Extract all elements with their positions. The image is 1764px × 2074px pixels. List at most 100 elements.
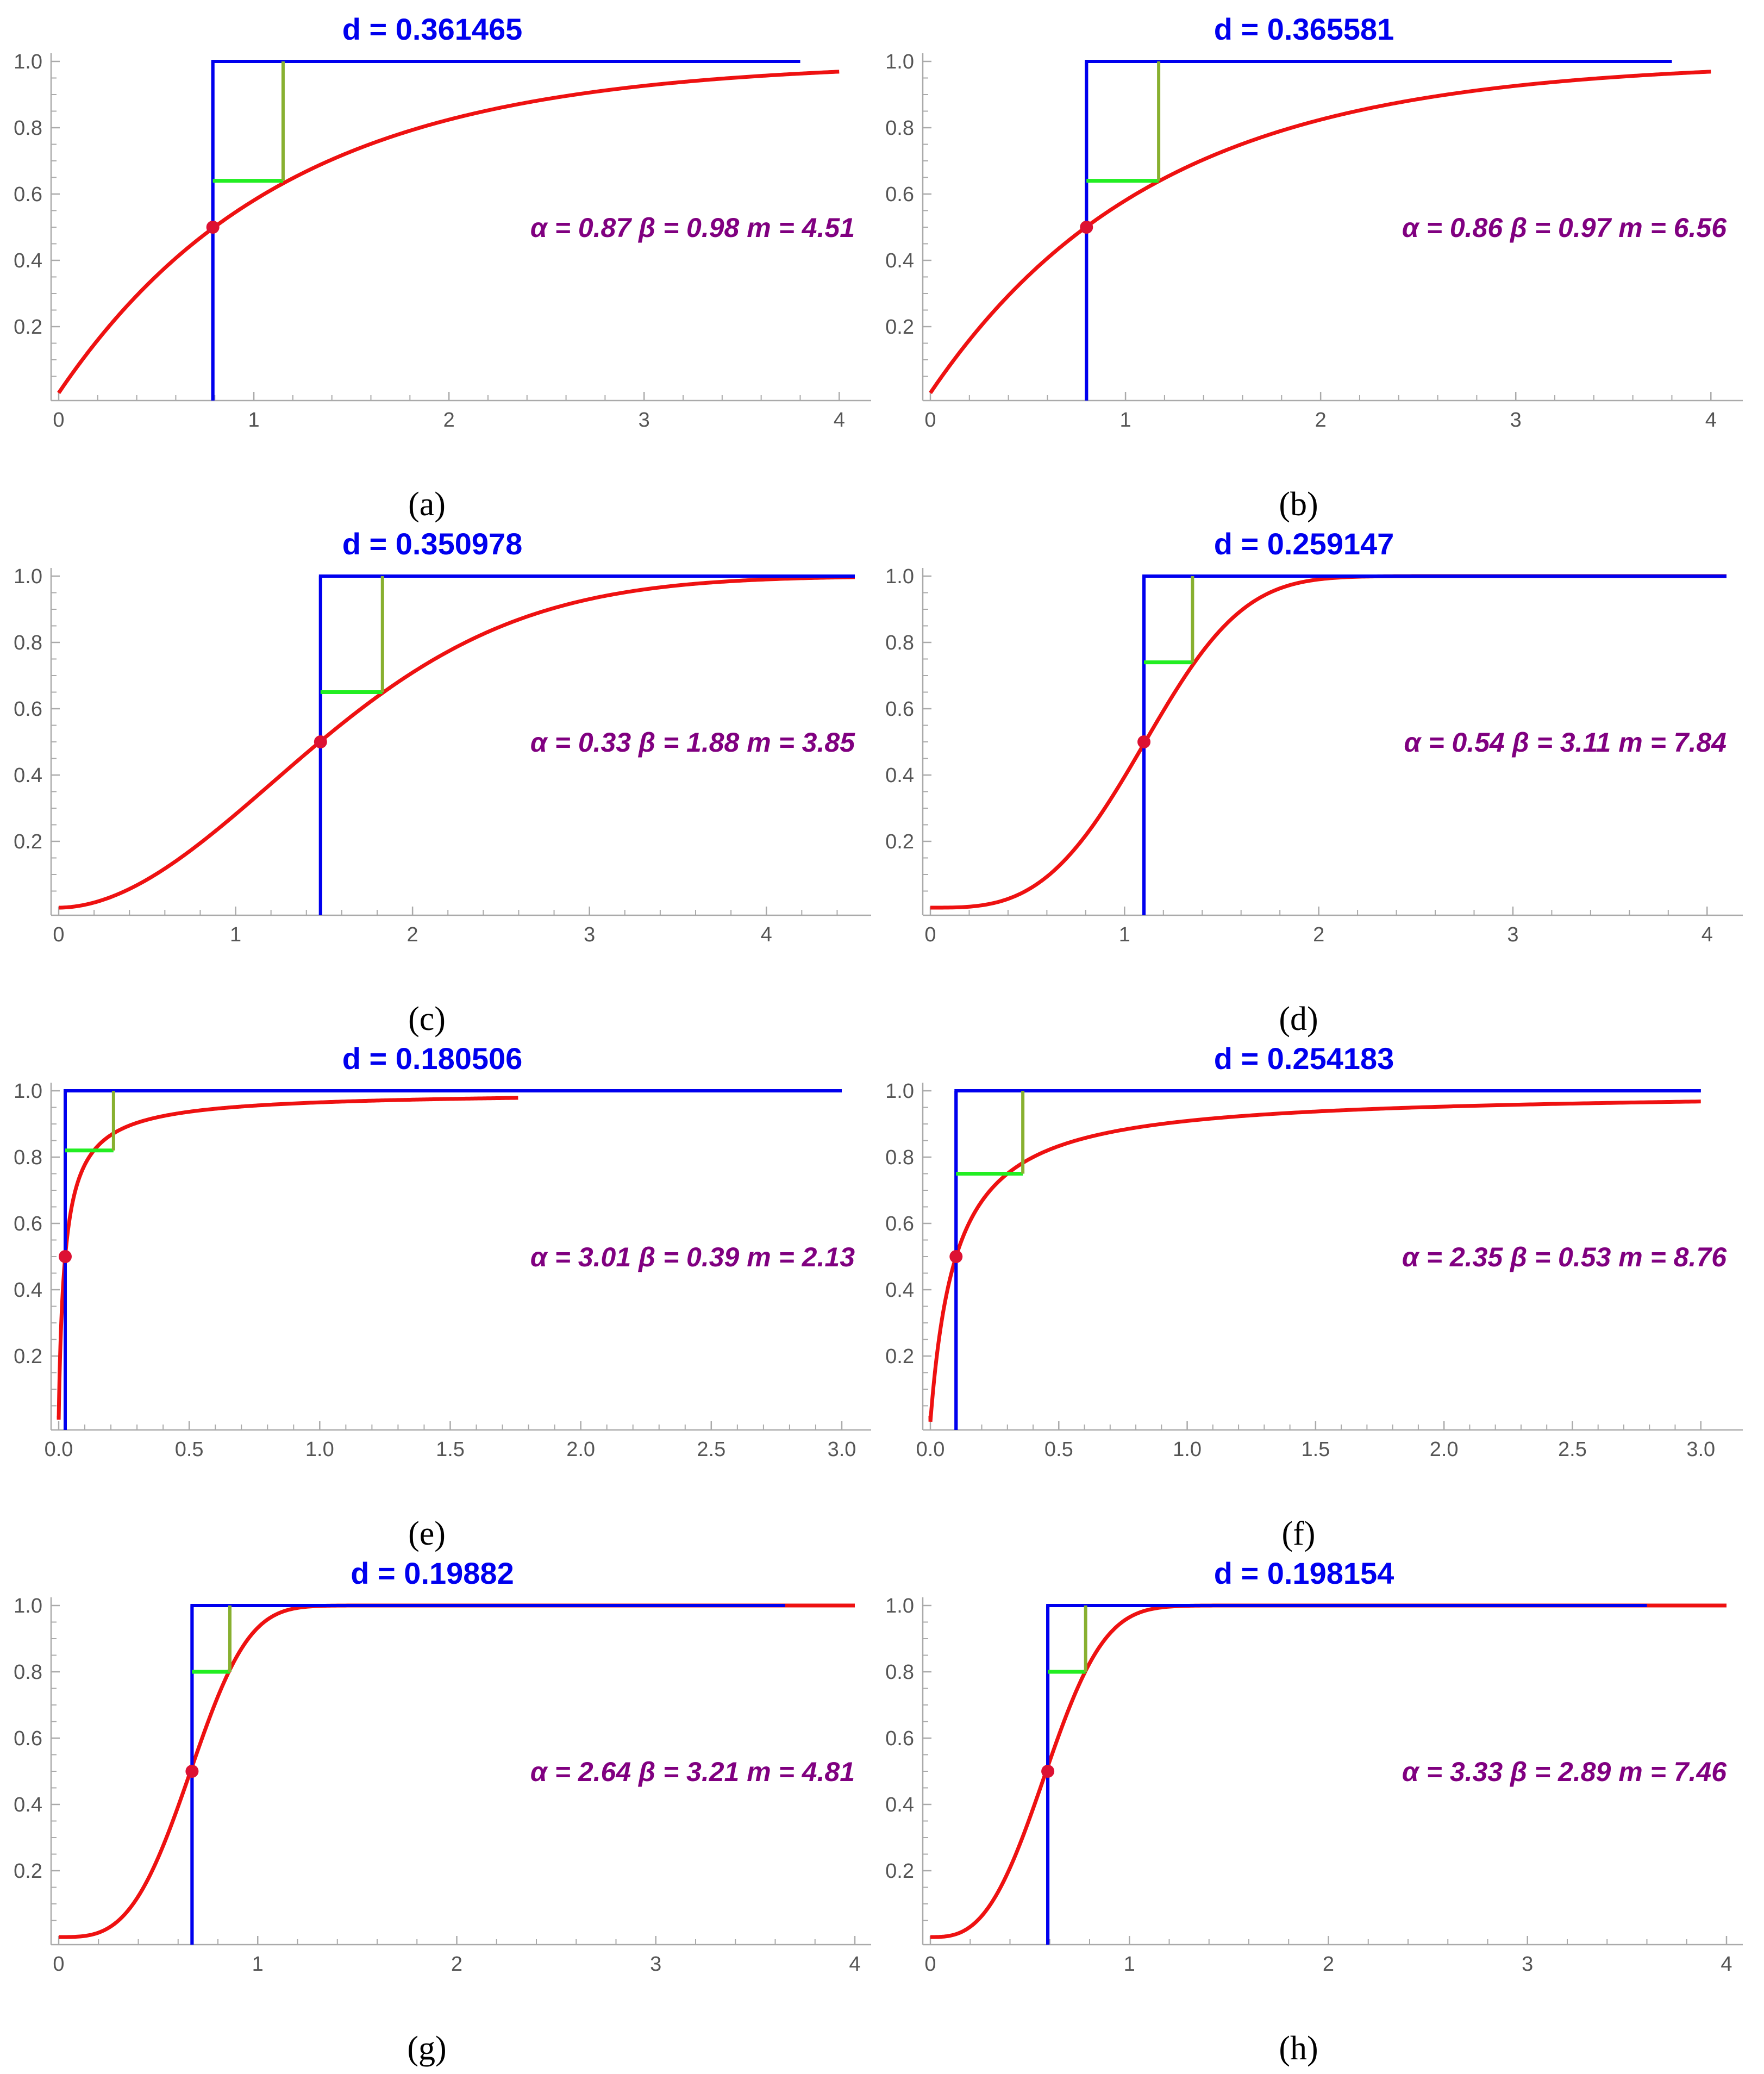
x-tick-label: 1 [248, 409, 259, 432]
y-tick-label: 1.0 [885, 565, 914, 588]
y-tick-label: 0.4 [885, 249, 914, 272]
median-point [206, 221, 220, 234]
y-tick-label: 1.0 [885, 1595, 914, 1617]
y-tick-label: 0.2 [14, 1345, 42, 1368]
panel-caption: (c) [408, 1001, 446, 1038]
median-point [1080, 221, 1093, 234]
y-tick-label: 0.2 [885, 316, 914, 339]
x-tick-label: 2 [1323, 1953, 1334, 1976]
x-tick-label: 1.5 [1301, 1438, 1330, 1461]
y-tick-label: 1.0 [885, 51, 914, 73]
y-tick-label: 1.0 [14, 1080, 42, 1103]
x-tick-label: 4 [834, 409, 845, 432]
parameters-label: α = 0.54 β = 3.11 m = 7.84 [1404, 727, 1727, 758]
x-tick-label: 0 [53, 409, 64, 432]
x-tick-label: 0.5 [1044, 1438, 1073, 1461]
median-point [1137, 735, 1151, 748]
x-tick-label: 2.5 [1558, 1438, 1587, 1461]
x-tick-label: 2 [451, 1953, 462, 1976]
x-tick-label: 1.0 [305, 1438, 334, 1461]
y-tick-label: 0.4 [14, 1794, 42, 1816]
median-point [59, 1250, 72, 1263]
parameters-label: α = 0.87 β = 0.98 m = 4.51 [530, 213, 855, 243]
y-tick-label: 0.2 [14, 830, 42, 853]
panel-title: d = 0.361465 [342, 12, 523, 46]
panel-c: d = 0.350978 0.2 0.4 0.6 0.8 1.0 0 1 2 3 4 α = 0.33… [14, 527, 871, 1038]
y-tick-label: 0.6 [14, 698, 42, 721]
y-tick-label: 0.8 [14, 1146, 42, 1169]
x-tick-label: 1 [230, 923, 241, 946]
x-tick-label: 1 [1124, 1953, 1135, 1976]
median-point [1041, 1765, 1055, 1778]
x-tick-label: 3 [1522, 1953, 1533, 1976]
median-point [949, 1250, 963, 1263]
y-tick-label: 0.2 [14, 1860, 42, 1883]
x-tick-label: 4 [761, 923, 772, 946]
y-tick-label: 0.6 [14, 183, 42, 206]
x-tick-label: 0.0 [45, 1438, 73, 1461]
panel-caption: (e) [408, 1515, 446, 1552]
y-tick-label: 1.0 [14, 1595, 42, 1617]
parameters-label: α = 3.33 β = 2.89 m = 7.46 [1402, 1757, 1727, 1787]
x-tick-label: 4 [1721, 1953, 1732, 1976]
x-tick-label: 2 [1315, 409, 1327, 432]
x-tick-label: 3.0 [1686, 1438, 1715, 1461]
y-tick-label: 0.4 [885, 764, 914, 787]
panel-d: d = 0.259147 0.2 0.4 0.6 0.8 1.0 0 1 2 3 4 α = 0.54… [885, 527, 1743, 1038]
x-tick-label: 0 [924, 1953, 936, 1976]
x-tick-label: 3 [650, 1953, 661, 1976]
x-tick-label: 4 [1702, 923, 1713, 946]
y-tick-label: 0.6 [14, 1727, 42, 1750]
panel-caption: (g) [407, 2030, 446, 2067]
y-tick-label: 0.2 [885, 1860, 914, 1883]
panel-g: d = 0.19882 0.2 0.4 0.6 0.8 1.0 0 1 2 3 4 α = 2.64 … [14, 1556, 871, 2067]
cdf-curve [57, 70, 840, 394]
y-tick-label: 0.4 [14, 249, 42, 272]
panel-caption: (a) [408, 486, 446, 523]
panel-h: d = 0.198154 0.2 0.4 0.6 0.8 1.0 0 1 2 3 4 α = 3.33… [885, 1556, 1743, 2067]
panel-b: d = 0.365581 0.2 0.4 0.6 0.8 1.0 0 1 2 3 4 α = 0.86… [885, 12, 1743, 523]
parameters-label: α = 3.01 β = 0.39 m = 2.13 [530, 1242, 855, 1272]
cdf-curve [929, 70, 1711, 394]
panel-f: d = 0.254183 0.2 0.4 0.6 0.8 1.0 0.0 0.5 1.0 1.5 2… [885, 1041, 1743, 1552]
x-tick-label: 0.0 [916, 1438, 945, 1461]
y-tick-label: 0.8 [885, 1146, 914, 1169]
x-tick-label: 3 [1510, 409, 1522, 432]
x-tick-label: 1 [1119, 409, 1131, 432]
panel-e: d = 0.180506 0.2 0.4 0.6 0.8 1.0 0.0 0.5 1.0 1.5 2… [14, 1041, 871, 1552]
y-tick-label: 0.6 [885, 1727, 914, 1750]
x-tick-label: 3 [584, 923, 595, 946]
y-tick-label: 0.2 [885, 830, 914, 853]
cdf-curve [57, 1096, 518, 1420]
y-tick-label: 0.4 [14, 764, 42, 787]
parameters-label: α = 0.86 β = 0.97 m = 6.56 [1402, 213, 1727, 243]
y-tick-label: 0.8 [885, 632, 914, 654]
x-tick-label: 2 [1313, 923, 1324, 946]
y-tick-label: 0.6 [885, 698, 914, 721]
panel-title: d = 0.350978 [342, 527, 523, 561]
parameters-label: α = 2.64 β = 3.21 m = 4.81 [530, 1757, 855, 1787]
x-tick-label: 0.5 [175, 1438, 204, 1461]
x-tick-label: 2.0 [1430, 1438, 1459, 1461]
y-tick-label: 1.0 [14, 51, 42, 73]
panel-title: d = 0.19882 [351, 1556, 514, 1590]
y-tick-label: 0.2 [885, 1345, 914, 1368]
x-tick-label: 2 [407, 923, 418, 946]
y-tick-label: 0.4 [885, 1794, 914, 1816]
x-tick-label: 3 [1507, 923, 1518, 946]
y-tick-label: 0.8 [14, 1661, 42, 1684]
panel-title: d = 0.198154 [1214, 1556, 1394, 1590]
x-tick-label: 0 [924, 923, 936, 946]
y-tick-label: 0.8 [885, 117, 914, 140]
x-tick-label: 2.5 [697, 1438, 725, 1461]
y-tick-label: 0.4 [885, 1279, 914, 1302]
cdf-curve [58, 575, 855, 910]
y-tick-label: 1.0 [14, 565, 42, 588]
x-tick-label: 0 [53, 1953, 64, 1976]
x-tick-label: 4 [1705, 409, 1717, 432]
panel-title: d = 0.180506 [342, 1041, 523, 1076]
y-tick-label: 0.6 [885, 183, 914, 206]
median-point [185, 1765, 199, 1778]
x-tick-label: 4 [849, 1953, 860, 1976]
